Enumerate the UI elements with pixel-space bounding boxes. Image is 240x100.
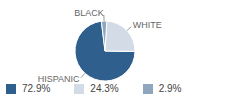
svg-text:BLACK: BLACK bbox=[74, 8, 104, 18]
html-text:24.3%: 24.3% bbox=[90, 83, 119, 94]
html-text:2.9%: 2.9% bbox=[158, 83, 182, 94]
html-text:72.9%: 72.9% bbox=[22, 83, 51, 94]
svg-text:HISPANIC: HISPANIC bbox=[38, 74, 80, 82]
svg-text:WHITE: WHITE bbox=[133, 20, 162, 30]
